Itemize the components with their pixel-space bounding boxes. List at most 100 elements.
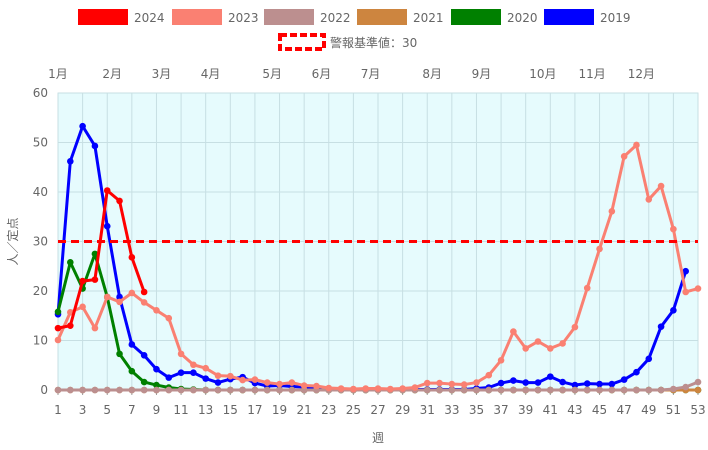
data-point [510, 386, 517, 394]
x-tick-label: 13 [198, 403, 213, 417]
data-point [79, 277, 86, 285]
data-point [608, 208, 616, 215]
data-point [460, 386, 468, 394]
data-point [682, 383, 689, 391]
data-point [239, 376, 246, 384]
data-point [534, 338, 542, 345]
data-point [682, 288, 689, 296]
x-axis: 1 3 5 7 9 11 13 15 17 19 21 23 25 27 29 31 33 35 37 39 41 43 4… [54, 389, 706, 417]
legend-label: 2024 [134, 11, 165, 25]
data-point [54, 336, 62, 344]
y-tick-label: 10 [33, 334, 48, 348]
data-point [657, 323, 665, 330]
data-point [91, 276, 99, 283]
data-point [91, 324, 99, 332]
data-point [165, 314, 173, 322]
data-point [473, 386, 480, 394]
data-point [559, 340, 566, 347]
x-tick-label: 11 [173, 403, 188, 417]
x-tick-label: 9 [153, 403, 161, 417]
series-2023 [54, 141, 702, 393]
data-point [694, 378, 702, 386]
month-label: 5月 [262, 67, 282, 81]
data-point [497, 357, 505, 364]
month-label: 10月 [529, 67, 556, 81]
data-point [571, 381, 579, 389]
data-point [510, 377, 517, 384]
x-tick-label: 31 [420, 403, 435, 417]
data-point [276, 380, 283, 388]
legend-label: 2019 [600, 11, 631, 25]
data-point [91, 386, 99, 394]
data-point [202, 386, 209, 394]
month-label: 3月 [152, 67, 172, 81]
legend-label: 2023 [228, 11, 259, 25]
legend-swatch [264, 9, 314, 25]
y-tick-label: 0 [40, 383, 48, 397]
legend-swatch [544, 9, 594, 25]
x-tick-label: 27 [370, 403, 385, 417]
data-point [460, 381, 468, 388]
data-point [620, 376, 628, 383]
month-label: 1月 [48, 67, 68, 81]
data-point [190, 361, 197, 369]
data-point [645, 355, 653, 363]
data-point [153, 381, 160, 389]
data-point [103, 222, 111, 230]
data-point [620, 153, 628, 160]
data-point [645, 386, 653, 394]
data-point [140, 299, 148, 306]
data-point [54, 308, 62, 316]
month-label: 7月 [361, 67, 381, 81]
legend-swatch [357, 9, 407, 25]
data-point [251, 376, 259, 383]
legend-swatch [451, 9, 501, 25]
data-point [670, 307, 677, 314]
data-point [436, 379, 443, 387]
legend-item-threshold: 警報基準値：30 [278, 33, 417, 51]
legend-item-2024: 2024 [78, 9, 165, 25]
data-point [399, 385, 406, 392]
data-point [387, 385, 394, 393]
data-point [583, 380, 591, 387]
x-tick-label: 21 [297, 403, 312, 417]
data-point [140, 288, 148, 296]
data-point [116, 197, 123, 205]
data-point [190, 369, 197, 376]
data-point [227, 372, 234, 380]
data-point [670, 385, 677, 393]
data-point [116, 293, 123, 301]
data-point [128, 341, 136, 348]
data-point [423, 386, 431, 394]
data-point [313, 382, 320, 390]
x-tick-label: 53 [690, 403, 705, 417]
data-point [54, 324, 62, 332]
legend-swatch [172, 9, 222, 25]
data-point [165, 374, 173, 381]
data-point [128, 254, 136, 261]
data-point [657, 386, 665, 394]
month-label: 4月 [201, 67, 221, 81]
legend: 2024 2023 2022 2021 2020 2019 警報基準値：30 [78, 9, 631, 51]
series-lines [54, 122, 702, 394]
data-point [128, 386, 136, 394]
data-point [140, 352, 148, 359]
x-tick-label: 7 [128, 403, 136, 417]
data-point [54, 386, 62, 394]
data-point [682, 267, 689, 275]
data-point [79, 386, 86, 394]
y-tick-label: 20 [33, 284, 48, 298]
x-tick-label: 35 [469, 403, 484, 417]
x-tick-label: 1 [54, 403, 62, 417]
data-point [522, 386, 529, 394]
data-point [263, 379, 271, 386]
data-point [657, 182, 665, 190]
legend-item-2019: 2019 [544, 9, 631, 25]
month-labels: 1月 2月 3月 4月 5月 6月 7月 8月 9月 10月 11月 12月 [48, 67, 655, 81]
data-point [473, 379, 480, 386]
data-point [694, 386, 702, 394]
data-point [79, 122, 86, 130]
data-point [140, 386, 148, 394]
data-point [596, 380, 603, 388]
data-point [608, 380, 616, 388]
